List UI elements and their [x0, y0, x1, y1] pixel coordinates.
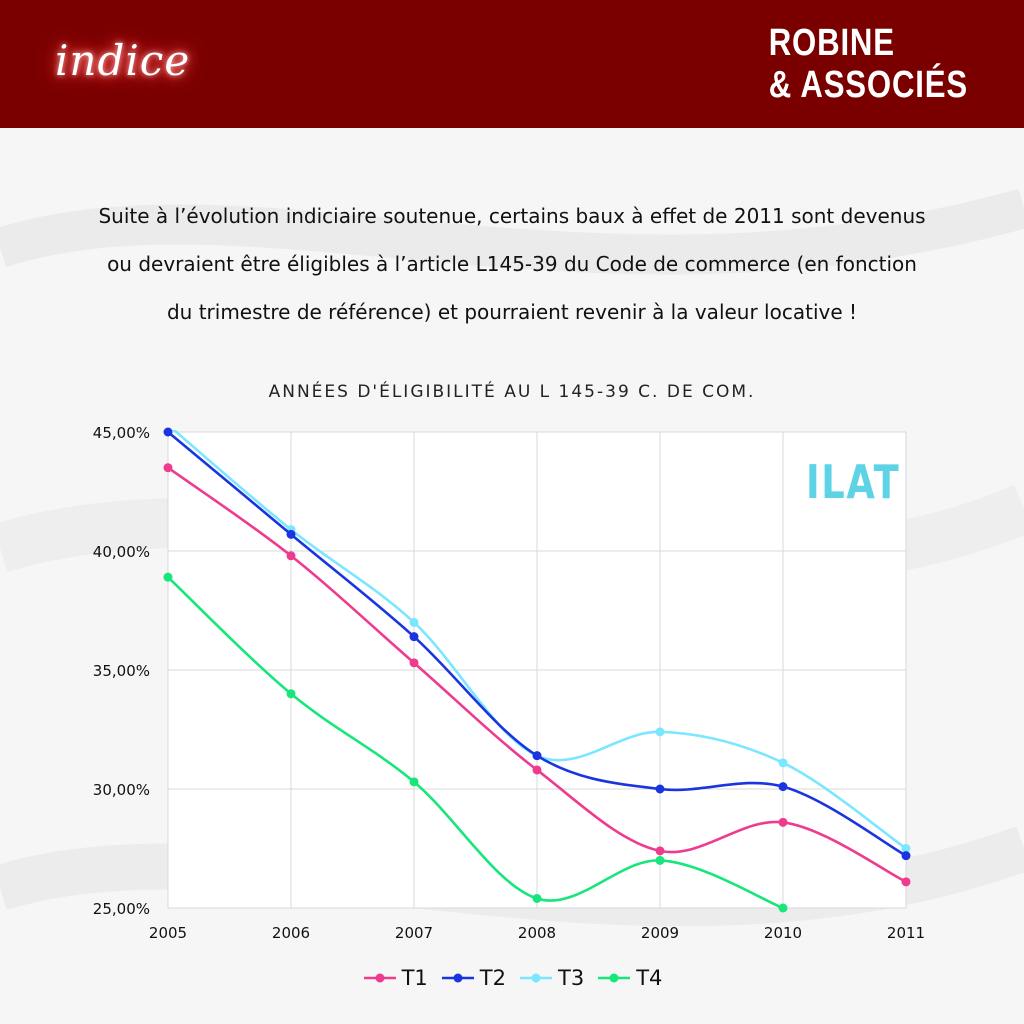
data-point-t4	[778, 903, 788, 913]
intro-line-1: Suite à l’évolution indiciaire soutenue,…	[98, 204, 926, 228]
y-tick-label: 30,00%	[93, 781, 150, 799]
brand-line-1: ROBINE	[768, 22, 895, 64]
data-point-t4	[655, 855, 665, 865]
data-point-t3	[655, 727, 665, 737]
data-point-t4	[532, 893, 542, 903]
y-tick-label: 40,00%	[93, 543, 150, 561]
data-point-t1	[286, 551, 296, 561]
chart-watermark: ILAT	[806, 455, 901, 509]
header-banner: indice ROBINE & ASSOCIÉS	[0, 0, 1024, 128]
data-point-t2	[901, 851, 911, 861]
intro-line-2: ou devraient être éligibles à l’article …	[107, 252, 917, 276]
chart-title: ANNÉES D'ÉLIGIBILITÉ AU L 145-39 C. DE C…	[268, 382, 756, 402]
legend-swatch-t2	[441, 973, 474, 983]
data-point-t2	[778, 782, 788, 792]
brand-line-2: & ASSOCIÉS	[768, 64, 968, 106]
data-point-t2	[409, 632, 419, 642]
legend-label: T2	[479, 966, 506, 990]
chart-legend: T1 T2 T3 T4	[0, 966, 1024, 990]
y-tick-label: 35,00%	[93, 662, 150, 680]
data-point-t2	[655, 784, 665, 794]
data-point-t3	[778, 758, 788, 768]
data-point-t4	[409, 777, 419, 787]
indice-logo: indice	[55, 36, 191, 85]
legend-label: T1	[401, 966, 428, 990]
legend-item-t2: T2	[440, 966, 506, 990]
data-point-t3	[409, 617, 419, 627]
data-point-t3	[901, 844, 911, 853]
data-point-t1	[655, 846, 665, 856]
data-point-t1	[778, 817, 788, 827]
brand-logo: ROBINE & ASSOCIÉS	[769, 22, 968, 106]
data-point-t1	[901, 877, 911, 887]
y-tick-label: 45,00%	[93, 424, 150, 442]
legend-label: T4	[636, 966, 663, 990]
legend-swatch-t4	[598, 973, 631, 983]
x-tick-label: 2005	[149, 924, 187, 942]
x-tick-label: 2008	[518, 924, 556, 942]
legend-label: T3	[558, 966, 585, 990]
data-point-t1	[163, 463, 173, 473]
x-tick-label: 2010	[764, 924, 802, 942]
legend-item-t4: T4	[596, 966, 662, 990]
x-tick-label: 2011	[887, 924, 925, 942]
data-point-t1	[532, 765, 542, 775]
data-point-t4	[286, 689, 296, 699]
x-tick-label: 2006	[272, 924, 310, 942]
intro-line-3: du trimestre de référence) et pourraient…	[166, 300, 858, 324]
intro-text: Suite à l’évolution indiciaire soutenue,…	[40, 192, 984, 336]
legend-swatch-t1	[363, 973, 396, 983]
legend-swatch-t3	[520, 973, 552, 983]
data-point-t1	[409, 658, 419, 668]
data-point-t2	[163, 427, 173, 437]
x-tick-label: 2009	[641, 924, 679, 942]
y-tick-label: 25,00%	[93, 900, 150, 918]
data-point-t4	[163, 572, 173, 582]
data-point-t2	[286, 529, 296, 539]
legend-item-t1: T1	[362, 966, 428, 990]
x-tick-label: 2007	[395, 924, 433, 942]
data-point-t2	[532, 751, 542, 761]
legend-item-t3: T3	[518, 966, 584, 990]
